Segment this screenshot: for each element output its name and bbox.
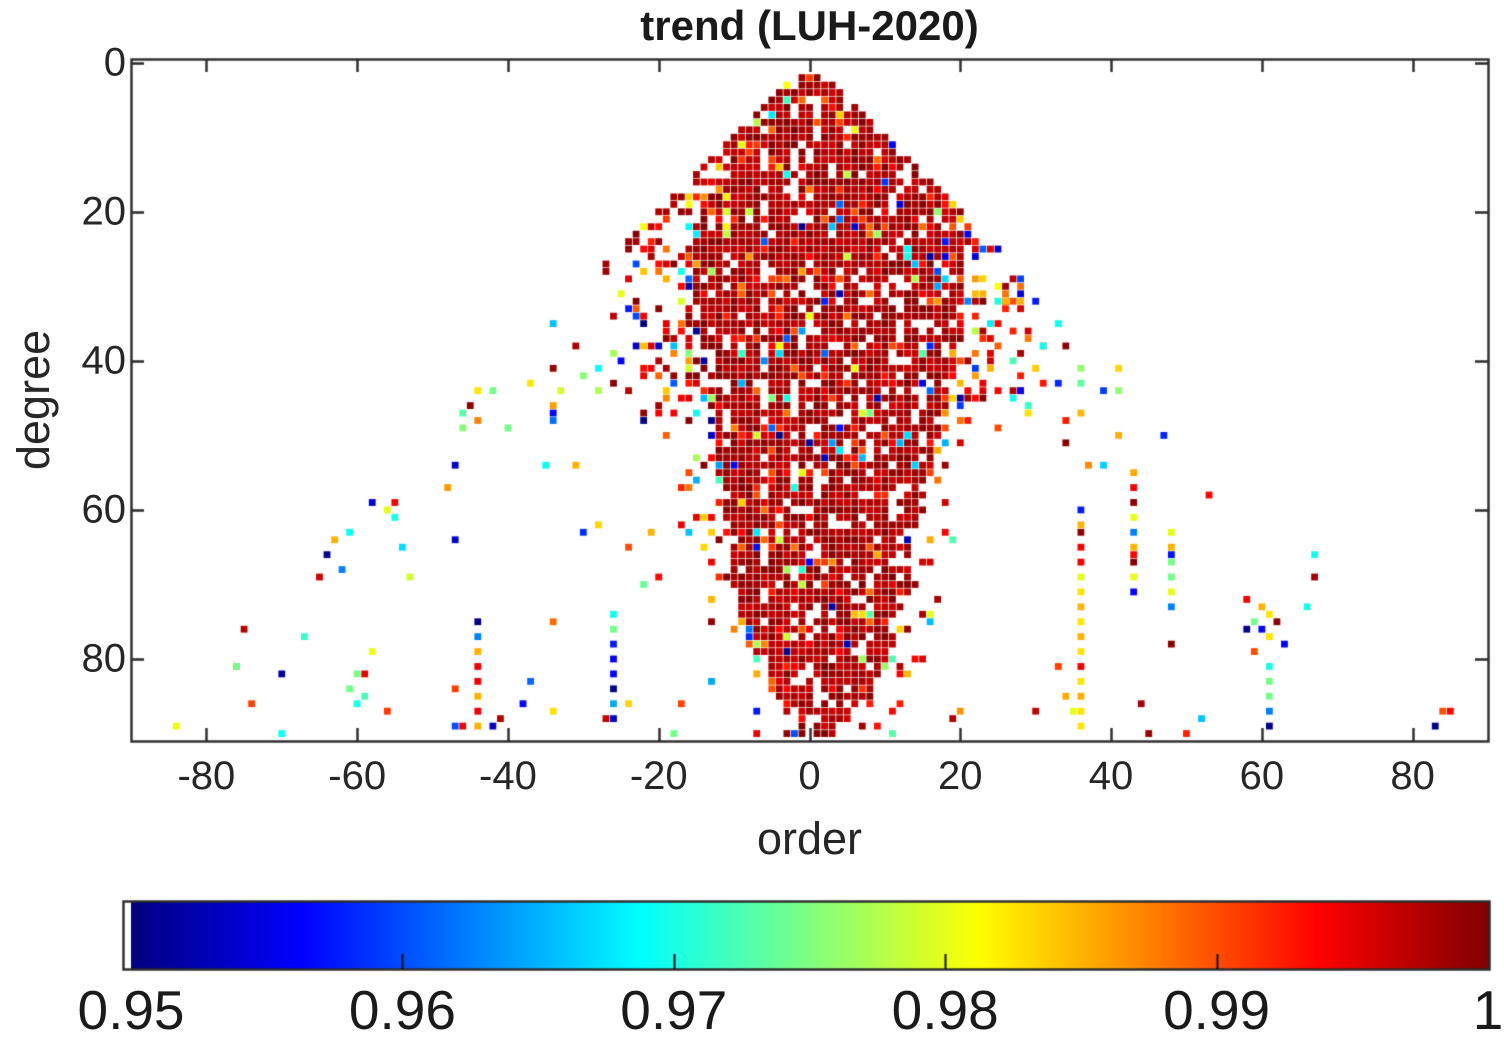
x-axis-label: order — [756, 813, 863, 864]
x-tick-label: 80 — [1390, 754, 1435, 798]
x-tick-label: 40 — [1088, 754, 1134, 798]
x-tick-label: 60 — [1239, 754, 1285, 798]
y-tick-label: 60 — [81, 487, 127, 532]
colorbar-tick-label: 0.99 — [1163, 979, 1271, 1041]
x-tick-label: -20 — [629, 754, 688, 798]
y-tick-label: 40 — [81, 338, 127, 383]
x-tick-label: -60 — [328, 754, 387, 798]
colorbar-tick-label: 0.97 — [620, 979, 728, 1041]
x-tick-label: -80 — [177, 754, 236, 798]
x-tick-label: -40 — [479, 754, 537, 798]
y-axis-label: degree — [8, 329, 59, 471]
colorbar-tick-label: 0.95 — [77, 979, 185, 1041]
x-tick-label: 20 — [938, 754, 983, 798]
x-tick-label: 0 — [798, 754, 821, 798]
chart-title: trend (LUH-2020) — [640, 2, 979, 49]
y-tick-label: 80 — [81, 636, 127, 681]
colorbar-tick-label: 0.98 — [891, 979, 999, 1041]
y-tick-label: 20 — [81, 189, 127, 234]
colorbar-tick-label: 1 — [1472, 979, 1504, 1041]
y-tick-label: 0 — [103, 40, 126, 85]
colorbar-tick-label: 0.96 — [348, 979, 456, 1041]
